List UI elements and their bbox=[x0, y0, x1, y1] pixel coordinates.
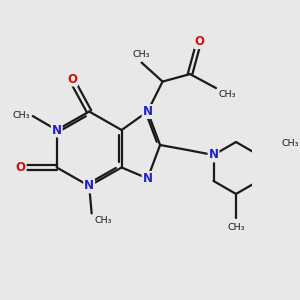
Text: CH₃: CH₃ bbox=[133, 50, 150, 59]
Text: CH₃: CH₃ bbox=[227, 223, 245, 232]
Text: CH₃: CH₃ bbox=[95, 216, 112, 225]
Text: N: N bbox=[52, 124, 62, 136]
Text: O: O bbox=[16, 161, 26, 174]
Text: O: O bbox=[67, 73, 77, 85]
Text: N: N bbox=[142, 105, 153, 118]
Text: N: N bbox=[208, 148, 218, 161]
Text: CH₃: CH₃ bbox=[12, 110, 30, 119]
Text: N: N bbox=[84, 179, 94, 193]
Text: CH₃: CH₃ bbox=[218, 90, 236, 99]
Text: N: N bbox=[142, 172, 153, 185]
Text: O: O bbox=[194, 35, 205, 48]
Text: CH₃: CH₃ bbox=[282, 139, 299, 148]
